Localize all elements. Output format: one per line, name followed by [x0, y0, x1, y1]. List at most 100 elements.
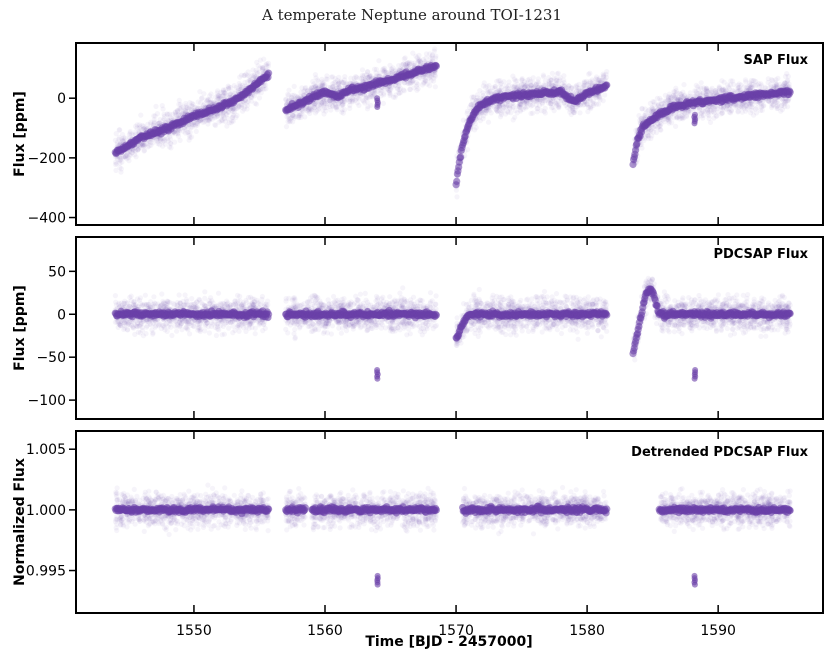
data-point-faint — [220, 118, 226, 124]
data-point-faint — [136, 125, 143, 131]
data-point-faint — [180, 104, 186, 110]
data-point-binned — [265, 69, 273, 77]
data-point-faint — [145, 121, 151, 127]
data-point-faint — [380, 100, 386, 106]
data-point-faint — [299, 85, 305, 91]
data-point-faint — [183, 100, 189, 107]
data-point-faint — [685, 93, 691, 99]
data-point-faint — [207, 99, 213, 105]
data-point-faint — [538, 108, 544, 114]
data-point-faint — [175, 107, 181, 113]
data-point-faint — [117, 155, 123, 161]
data-point-faint — [399, 62, 405, 68]
data-point-faint — [205, 121, 211, 127]
data-point-faint — [263, 82, 269, 88]
panel-frame — [75, 42, 824, 226]
data-point-faint — [189, 124, 195, 130]
data-point-faint — [245, 79, 251, 85]
data-point-faint — [774, 105, 780, 112]
data-point-faint — [233, 114, 239, 120]
data-point-faint — [251, 93, 258, 99]
data-point-faint — [175, 112, 181, 118]
data-point-faint — [585, 109, 591, 115]
data-point-faint — [187, 100, 193, 106]
data-point-faint — [536, 102, 543, 109]
data-point-faint — [222, 94, 228, 100]
data-point-faint — [202, 118, 209, 124]
data-point-faint — [380, 66, 386, 72]
data-point-faint — [252, 74, 258, 80]
data-point-faint — [173, 112, 180, 118]
data-point-faint — [236, 80, 242, 87]
data-point-faint — [224, 112, 230, 118]
data-point-faint — [122, 135, 128, 141]
data-point-faint — [194, 120, 200, 126]
data-point-faint — [506, 79, 512, 85]
data-point-faint — [189, 100, 195, 106]
data-point-faint — [166, 144, 173, 150]
data-point-faint — [176, 97, 182, 103]
data-point-faint — [160, 143, 166, 149]
data-point-faint — [209, 116, 215, 122]
data-point-faint — [639, 145, 645, 151]
data-point-faint — [731, 82, 737, 88]
data-point-faint — [177, 106, 183, 112]
data-point-faint — [251, 73, 257, 79]
data-point-faint — [186, 132, 192, 139]
data-point-faint — [175, 109, 181, 115]
data-point-faint — [114, 141, 120, 147]
data-point-faint — [187, 134, 193, 141]
data-point-faint — [561, 77, 567, 83]
data-point-faint — [223, 87, 229, 93]
data-point-faint — [212, 115, 218, 121]
data-point-faint — [174, 108, 181, 114]
data-point-faint — [175, 128, 181, 134]
data-point-faint — [166, 111, 172, 117]
data-point-faint — [173, 109, 179, 115]
data-point-faint — [693, 82, 699, 88]
data-point-faint — [290, 112, 296, 118]
data-point-faint — [129, 150, 135, 156]
data-point-faint — [179, 110, 185, 117]
data-point-faint — [215, 93, 221, 99]
data-point-faint — [535, 76, 542, 82]
data-point-faint — [142, 125, 148, 131]
data-point-faint — [404, 60, 410, 67]
data-point-faint — [230, 109, 236, 115]
data-point-faint — [429, 55, 435, 62]
data-point-faint — [586, 71, 592, 77]
data-point-faint — [123, 153, 129, 159]
data-point-faint — [154, 137, 160, 143]
data-point-faint — [180, 110, 186, 116]
data-point-faint — [172, 112, 178, 118]
data-point-faint — [257, 57, 263, 63]
data-point-faint — [396, 90, 402, 96]
data-point-faint — [151, 120, 157, 126]
data-point-faint — [137, 124, 143, 130]
data-point-faint — [528, 82, 534, 88]
data-point-faint — [129, 150, 135, 156]
data-point-faint — [779, 102, 785, 108]
data-point-faint — [568, 85, 575, 91]
data-point-faint — [176, 101, 182, 107]
data-point-faint — [120, 138, 126, 144]
data-point-faint — [773, 77, 779, 83]
data-point-faint — [735, 109, 741, 115]
data-point-faint — [226, 86, 232, 92]
data-point-faint — [212, 94, 218, 100]
data-point-faint — [249, 72, 255, 79]
data-point-faint — [113, 131, 119, 137]
data-point-faint — [136, 145, 142, 151]
data-point-faint — [214, 97, 220, 103]
data-point-faint — [207, 96, 214, 102]
data-point-faint — [220, 90, 226, 96]
data-point-faint — [243, 71, 249, 77]
data-point-faint — [254, 59, 260, 65]
data-point-faint — [510, 83, 516, 89]
data-point-faint — [228, 120, 234, 126]
data-point-faint — [124, 156, 130, 162]
data-point-faint — [542, 78, 549, 84]
data-point-faint — [239, 84, 245, 90]
data-point-faint — [530, 110, 536, 116]
data-point-faint — [283, 124, 290, 130]
